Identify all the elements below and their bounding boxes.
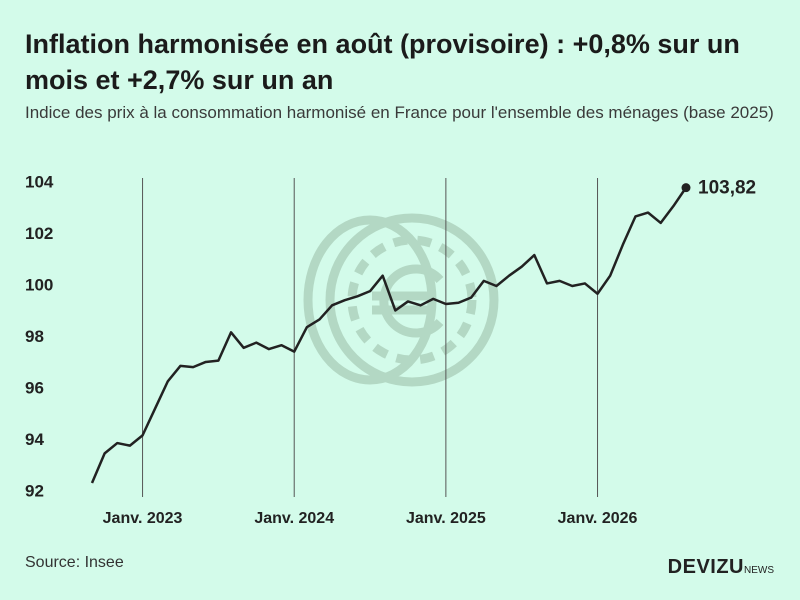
y-tick-label: 94 [25,430,44,449]
x-tick-label: Janv. 2026 [558,510,638,527]
logo: DEVIZUNEWS [668,556,774,579]
chart-title: Inflation harmonisée en août (provisoire… [25,29,740,95]
y-tick-label: 100 [25,275,53,294]
source: Source: Insee [25,554,124,571]
coin-watermark [303,213,499,387]
x-tick-label: Janv. 2023 [103,510,183,527]
y-tick-label: 102 [25,224,53,243]
logo-small: NEWS [744,565,774,576]
value-label: 103,82 [698,178,756,199]
x-tick-label: Janv. 2025 [406,510,486,527]
line [90,186,688,484]
chart-subtitle: Indice des prix à la consommation harmon… [25,103,774,122]
end-point [681,183,691,193]
x-tick-label: Janv. 2024 [254,510,334,527]
y-tick-label: 98 [25,327,44,346]
y-tick-label: 96 [25,378,44,397]
logo-main: DEVIZU [667,556,744,578]
y-tick-label: 104 [25,172,54,191]
y-tick-label: 92 [25,481,44,500]
